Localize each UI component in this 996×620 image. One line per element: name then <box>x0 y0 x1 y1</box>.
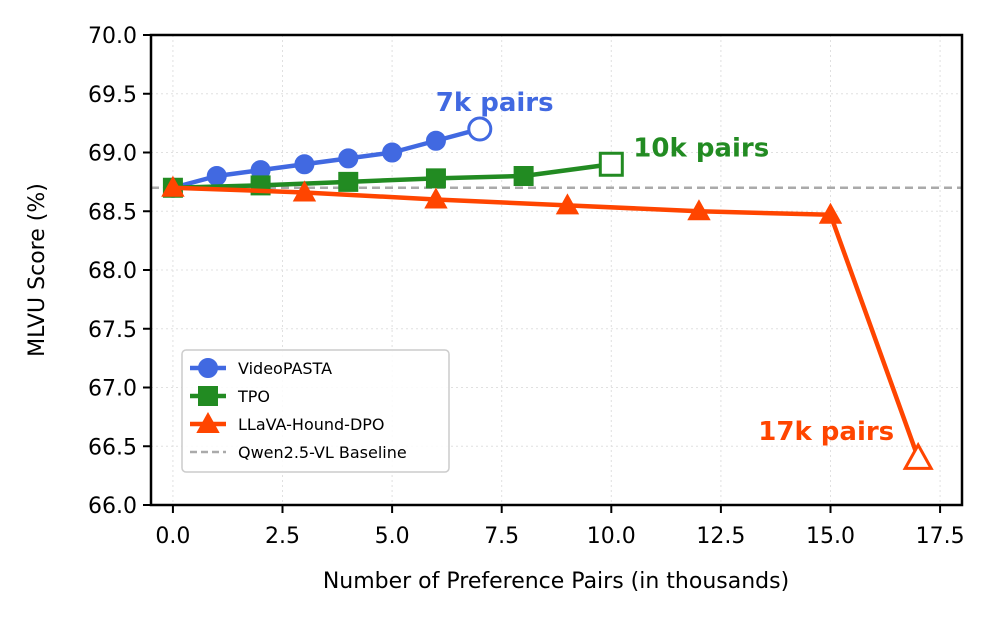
legend-label: TPO <box>237 387 270 406</box>
y-tick-label: 69.0 <box>88 142 137 167</box>
y-tick-label: 67.5 <box>88 318 137 343</box>
data-point-square <box>513 166 534 186</box>
legend-label: Qwen2.5-VL Baseline <box>238 443 407 462</box>
data-point-circle <box>198 358 218 378</box>
x-tick-label: 7.5 <box>484 524 519 549</box>
series-line <box>172 162 612 190</box>
legend-entry: VideoPASTA <box>190 358 332 378</box>
data-point-triangle <box>818 202 843 224</box>
y-tick-label: 66.5 <box>88 435 137 460</box>
annotation-label: 17k pairs <box>758 417 894 447</box>
annotation-layer: 7k pairs 10k pairs 17k pairs <box>436 88 894 447</box>
data-point-triangle <box>555 193 580 215</box>
data-point-triangle <box>902 441 934 470</box>
data-point-triangle <box>161 175 185 197</box>
legend-box <box>181 349 450 473</box>
y-tick-label: 66.0 <box>88 494 137 519</box>
legend-label: VideoPASTA <box>238 359 332 378</box>
y-axis: 66.0 66.5 67.0 67.5 68.0 68.5 69.0 69.5 70.0 <box>88 24 151 519</box>
y-tick-label: 70.0 <box>88 24 137 49</box>
data-point-triangle <box>687 199 711 221</box>
x-tick-label: 12.5 <box>696 524 745 549</box>
legend-entry: LLaVA-Hound-DPO <box>190 411 385 434</box>
y-tick-label: 69.5 <box>88 83 137 108</box>
data-point-square <box>198 386 218 406</box>
data-point-circle <box>294 154 315 175</box>
data-point-triangle <box>292 180 317 202</box>
y-tick-label: 68.5 <box>88 200 137 225</box>
data-point-circle <box>382 142 403 163</box>
data-point-circle <box>467 116 493 142</box>
data-point-circle <box>206 166 227 186</box>
legend-label: LLaVA-Hound-DPO <box>238 415 385 434</box>
x-axis-label: Number of Preference Pairs (in thousands… <box>323 569 789 594</box>
data-point-square <box>598 151 624 177</box>
legend-entry: Qwen2.5-VL Baseline <box>190 443 407 462</box>
x-tick-label: 0.0 <box>155 524 190 549</box>
series-llava-hound-dpo <box>161 175 934 470</box>
data-point-triangle <box>424 187 448 209</box>
x-tick-label: 17.5 <box>916 524 965 549</box>
data-point-circle <box>338 148 359 169</box>
series-layer <box>161 116 934 470</box>
y-tick-label: 68.0 <box>88 259 137 284</box>
data-point-triangle <box>196 411 220 433</box>
data-point-circle <box>425 130 446 151</box>
data-point-square <box>425 168 446 189</box>
y-axis-label: MLVU Score (%) <box>25 183 50 357</box>
x-tick-label: 15.0 <box>806 524 855 549</box>
data-point-square <box>338 171 359 192</box>
annotation-label: 10k pairs <box>633 133 769 163</box>
x-tick-label: 2.5 <box>265 524 300 549</box>
x-tick-label: 10.0 <box>587 524 636 549</box>
legend: VideoPASTA TPO LLaVA-Hound-DPO Qwen2.5-VL B… <box>181 349 450 473</box>
annotation-label: 7k pairs <box>436 88 554 118</box>
legend-entry: TPO <box>190 386 270 406</box>
x-axis: 0.0 2.5 5.0 7.5 10.0 12.5 15.0 17.5 <box>155 505 965 549</box>
y-tick-label: 67.0 <box>88 377 137 402</box>
x-tick-label: 5.0 <box>375 524 410 549</box>
